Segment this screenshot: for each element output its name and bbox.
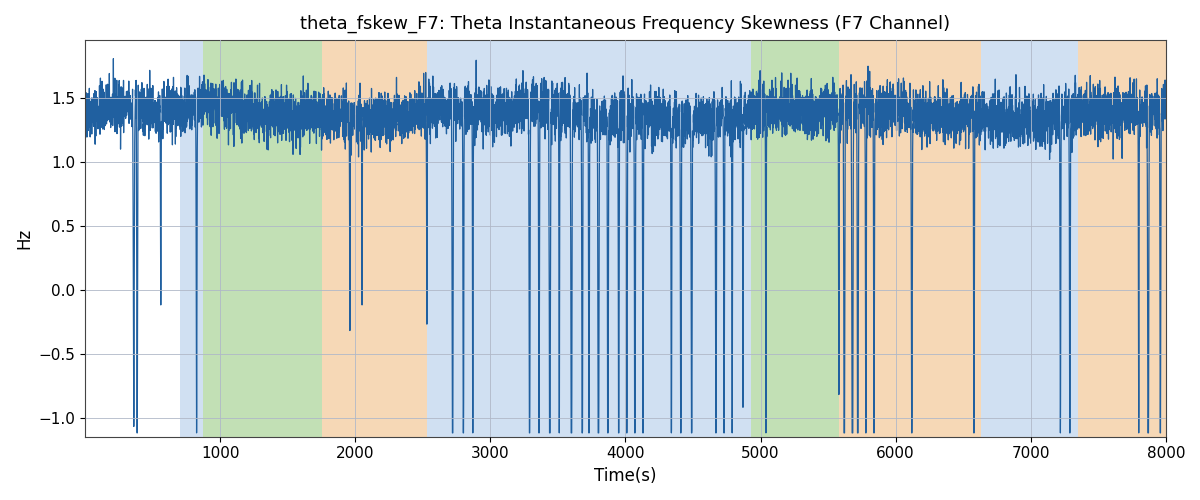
Bar <box>322 40 427 436</box>
Bar <box>427 40 733 436</box>
Y-axis label: Hz: Hz <box>14 228 32 249</box>
Bar <box>733 40 751 436</box>
Bar <box>980 40 1078 436</box>
Bar <box>203 40 322 436</box>
Bar <box>1078 40 1165 436</box>
Bar <box>751 40 792 436</box>
X-axis label: Time(s): Time(s) <box>594 467 656 485</box>
Bar <box>792 40 839 436</box>
Bar <box>180 40 203 436</box>
Bar <box>839 40 980 436</box>
Title: theta_fskew_F7: Theta Instantaneous Frequency Skewness (F7 Channel): theta_fskew_F7: Theta Instantaneous Freq… <box>300 15 950 34</box>
